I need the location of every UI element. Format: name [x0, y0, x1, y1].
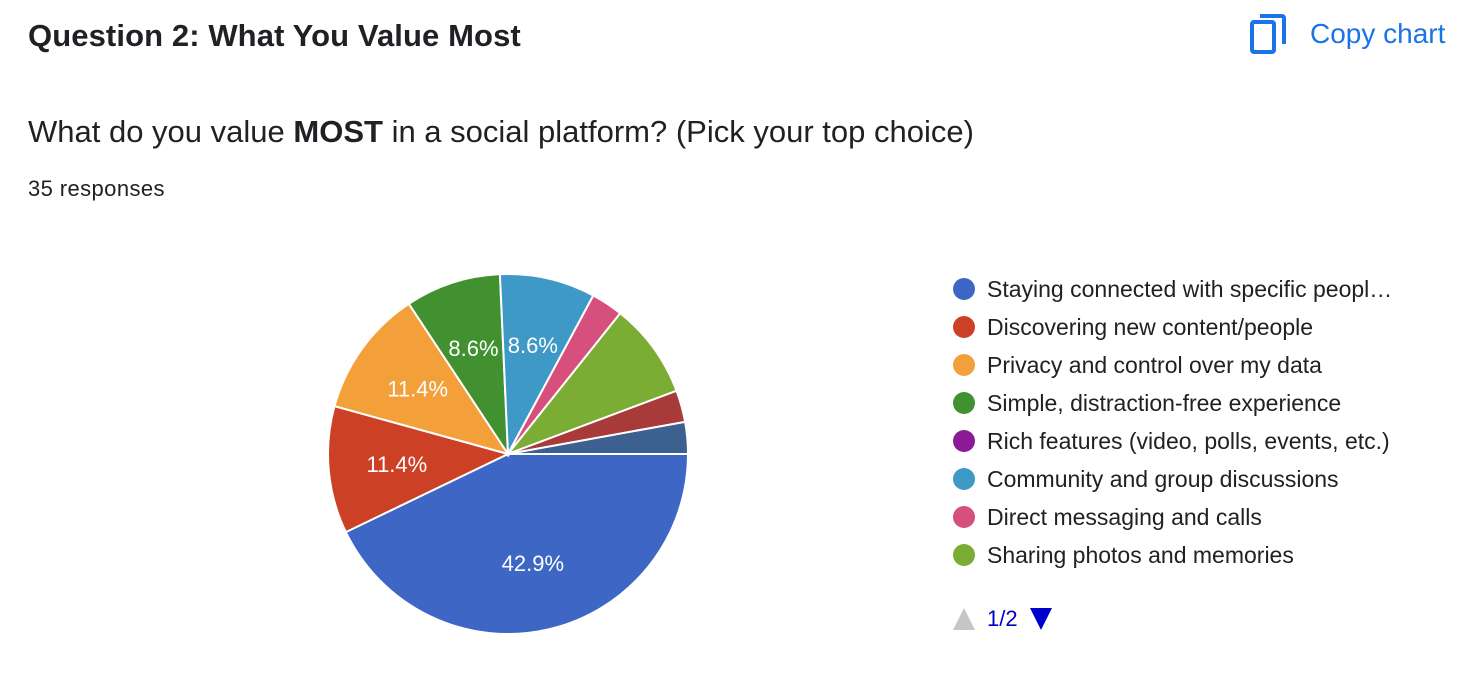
legend-item: Rich features (video, polls, events, etc…: [953, 422, 1392, 460]
legend-swatch: [953, 354, 975, 376]
pie-slice[interactable]: [507, 420, 690, 455]
section-title: Question 2: What You Value Most: [28, 18, 521, 53]
legend-swatch: [953, 278, 975, 300]
legend-page-indicator: 1/2: [987, 606, 1018, 631]
copy-icon: [1250, 14, 1286, 54]
question-text: What do you value MOST in a social platf…: [28, 114, 974, 150]
legend-pager: 1/2: [953, 606, 1052, 632]
legend-item: Discovering new content/people: [953, 308, 1392, 346]
legend-swatch: [953, 392, 975, 414]
legend-item: Staying connected with specific peopl…: [953, 270, 1392, 308]
legend-swatch: [953, 316, 975, 338]
legend-swatch: [953, 506, 975, 528]
slice-label: 8.6%: [508, 333, 558, 358]
pie-slice[interactable]: [504, 311, 678, 457]
legend-label: Community and group discussions: [987, 465, 1339, 492]
chart-legend: Staying connected with specific peopl… Di…: [953, 270, 1392, 574]
slice-label: 42.9%: [502, 551, 564, 576]
legend-item: Privacy and control over my data: [953, 346, 1392, 384]
slice-label: 11.4%: [387, 376, 448, 401]
response-count: 35 responses: [28, 176, 165, 201]
slice-label: 8.6%: [448, 336, 498, 361]
question-suffix: in a social platform? (Pick your top cho…: [382, 114, 974, 149]
legend-label: Privacy and control over my data: [987, 351, 1322, 378]
legend-item: Simple, distraction-free experience: [953, 384, 1392, 422]
legend-label: Discovering new content/people: [987, 313, 1314, 340]
legend-item: Community and group discussions: [953, 460, 1392, 498]
legend-swatch: [953, 430, 975, 452]
pie-slice[interactable]: [498, 273, 595, 458]
pie-slice[interactable]: [327, 404, 511, 534]
pie-slice[interactable]: [407, 273, 510, 458]
triangle-up-icon: [953, 608, 975, 630]
legend-label: Direct messaging and calls: [987, 503, 1262, 530]
legend-swatch: [953, 468, 975, 490]
copy-chart-label: Copy chart: [1310, 18, 1446, 49]
triangle-down-icon[interactable]: [1029, 608, 1052, 630]
copy-chart-button[interactable]: Copy chart: [1250, 14, 1445, 54]
legend-label: Simple, distraction-free experience: [987, 389, 1342, 416]
legend-swatch: [953, 544, 975, 566]
pie-chart: 42.9%11.4%11.4%8.6% 8.6%: [327, 273, 690, 635]
pie-slice[interactable]: [344, 453, 690, 635]
legend-label: Rich features (video, polls, events, etc…: [987, 427, 1390, 454]
pie-slice[interactable]: [333, 302, 511, 456]
legend-label: Staying connected with specific peopl…: [987, 275, 1393, 302]
question-prefix: What do you value: [28, 114, 294, 149]
question-emphasis: MOST: [293, 114, 383, 149]
legend-item: Direct messaging and calls: [953, 498, 1392, 536]
slice-label: 11.4%: [366, 452, 427, 477]
legend-item: Sharing photos and memories: [953, 536, 1392, 574]
legend-label: Sharing photos and memories: [987, 541, 1294, 568]
